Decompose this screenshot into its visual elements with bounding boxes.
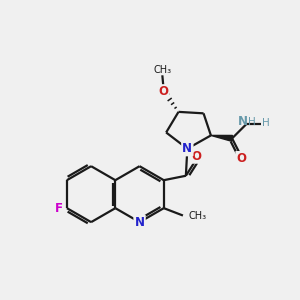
Text: F: F xyxy=(55,202,63,215)
Text: CH₃: CH₃ xyxy=(153,65,171,75)
Text: O: O xyxy=(159,85,169,98)
Text: N: N xyxy=(135,216,145,229)
Text: H: H xyxy=(248,117,256,127)
Text: N: N xyxy=(182,142,192,155)
Text: O: O xyxy=(192,150,202,163)
Text: N: N xyxy=(238,115,248,128)
Text: H: H xyxy=(262,118,269,128)
Text: CH₃: CH₃ xyxy=(188,211,206,220)
Text: O: O xyxy=(236,152,246,165)
Polygon shape xyxy=(211,135,232,141)
